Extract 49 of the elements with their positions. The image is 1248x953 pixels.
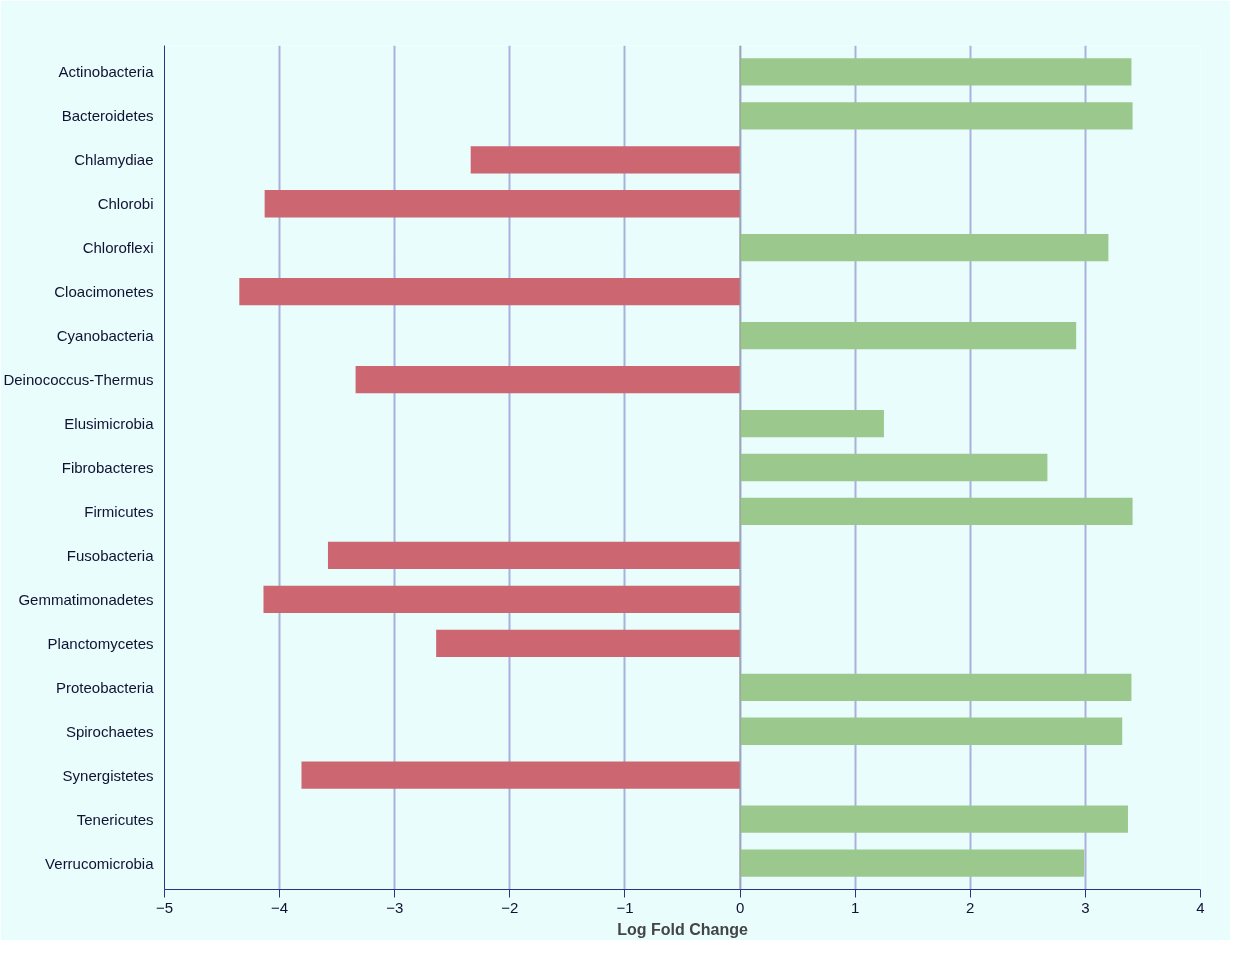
y-tick-label: Actinobacteria: [58, 63, 155, 81]
bar: [740, 717, 1123, 745]
x-tick-label: 4: [1196, 898, 1205, 916]
x-tick-label: −2: [501, 898, 519, 916]
bar: [263, 585, 741, 613]
bar: [740, 805, 1128, 833]
x-tick-label: −3: [386, 898, 404, 916]
bar: [355, 365, 741, 394]
y-tick-label: Firmicutes: [84, 502, 154, 520]
y-tick-label: Fibrobacteres: [61, 459, 154, 476]
y-tick-label: Fusobacteria: [66, 546, 155, 564]
bar: [740, 322, 1077, 350]
x-tick-label: 0: [735, 898, 745, 916]
y-tick-label: Chlamydiae: [74, 151, 154, 169]
bar: [740, 234, 1109, 262]
x-tick-label: −4: [271, 898, 289, 916]
x-tick-label: −1: [616, 898, 634, 916]
x-tick-label: 2: [966, 898, 975, 916]
bar: [239, 278, 741, 306]
y-tick-label: Planctomycetes: [47, 634, 154, 652]
x-axis-title: Log Fold Change: [617, 920, 748, 938]
y-tick-label: Tenericutes: [76, 810, 154, 828]
y-tick-label: Cloacimonetes: [54, 283, 154, 301]
bar: [740, 453, 1048, 482]
bar: [740, 849, 1085, 877]
y-tick-label: Deinococcus-Thermus: [3, 371, 154, 389]
bar: [740, 409, 884, 438]
bar: [740, 102, 1133, 130]
bar: [470, 146, 741, 174]
y-tick-label: Spirochaetes: [65, 722, 154, 740]
x-tick-label: 1: [851, 898, 860, 916]
y-tick-label: Proteobacteria: [55, 678, 155, 696]
bar: [327, 541, 741, 570]
y-tick-label: Elusimicrobia: [64, 415, 155, 433]
y-tick-label: Chloroflexi: [82, 239, 154, 257]
y-tick-label: Synergistetes: [62, 766, 154, 784]
x-tick-label: 3: [1081, 898, 1090, 916]
x-tick-label: −5: [155, 898, 174, 916]
bar: [740, 58, 1132, 86]
bar: [740, 673, 1132, 701]
y-tick-label: Chlorobi: [97, 195, 154, 213]
bar: [740, 497, 1133, 526]
bar: [264, 190, 741, 218]
y-tick-label: Gemmatimonadetes: [18, 590, 154, 608]
bar: [436, 629, 741, 657]
y-tick-label: Verrucomicrobia: [45, 854, 155, 872]
bar: [301, 761, 741, 789]
y-tick-label: Bacteroidetes: [61, 107, 154, 125]
y-tick-label: Cyanobacteria: [56, 327, 155, 345]
